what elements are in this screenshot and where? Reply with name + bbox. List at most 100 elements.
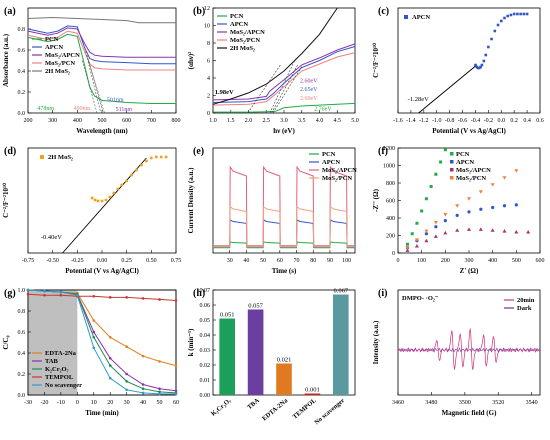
tangent-line	[88, 60, 105, 114]
data-point	[174, 299, 178, 302]
bar	[332, 294, 349, 395]
data-point	[433, 234, 438, 238]
x-tick-label: 0.2	[510, 118, 518, 124]
data-point	[158, 387, 161, 391]
x-tick-label: 0	[76, 400, 79, 406]
data-point	[96, 199, 100, 203]
annotation: -1.28eV	[408, 96, 429, 103]
x-tick-label: 20	[107, 400, 113, 406]
plot-frame	[397, 7, 541, 114]
data-point	[526, 230, 531, 234]
x-tick-label: 300	[465, 258, 474, 264]
x-tick-label: 0.6	[536, 118, 544, 124]
x-tick-label: 70	[294, 258, 300, 264]
legend-entry: APCN	[230, 21, 248, 28]
x-tick-label: 30	[124, 400, 130, 406]
panel-letter: (b)	[193, 6, 205, 17]
data-point	[43, 289, 46, 293]
data-point	[59, 290, 63, 294]
y-tick-label: 10	[204, 24, 210, 30]
series-line	[27, 16, 176, 24]
series-line	[27, 293, 177, 301]
data-point	[125, 372, 128, 376]
data-point	[499, 19, 503, 23]
x-tick-label: 80	[310, 258, 316, 264]
series-line	[213, 165, 355, 247]
data-point	[490, 37, 493, 41]
legend-entry: PCN	[322, 151, 336, 158]
series-line	[397, 328, 541, 371]
data-point	[141, 354, 145, 358]
panel-2: (c) Potential (V vs Ag/AgCl) C⁻²/F⁻²10¹⁰ -1…	[372, 6, 544, 135]
x-tick-label: 0.75	[171, 258, 182, 264]
legend-entry: TAB	[45, 358, 59, 365]
annotation: 1.98eV	[215, 89, 234, 96]
legend-entry: PCN	[456, 151, 470, 158]
plot-frame	[397, 289, 541, 396]
legend-entry: MoS₂/APCN	[45, 52, 80, 59]
data-point	[405, 242, 409, 246]
y-tick-label: 0.6	[18, 48, 26, 54]
data-point	[503, 16, 506, 20]
y-tick-label: 0.0	[18, 111, 26, 117]
data-point	[509, 13, 513, 17]
x-tick-label: 90	[327, 258, 333, 264]
annotation: 501nm	[107, 97, 124, 103]
bar	[219, 318, 236, 395]
x-tick-label: -0.2	[484, 118, 494, 124]
data-point	[92, 346, 96, 350]
y-axis-label: (αhν)²	[187, 52, 195, 70]
y-axis-label: Absorbance (a.u.)	[2, 33, 10, 87]
x-tick-label: 500	[512, 258, 521, 264]
data-point	[159, 155, 163, 159]
panel-4: (e) Time (s) Current Density (a.u.) 30 40 50 6…	[187, 146, 357, 275]
panel-letter: (i)	[378, 288, 387, 299]
y-axis-label: C⁻²/F⁻²10¹⁰	[372, 43, 380, 78]
data-point	[443, 148, 447, 152]
legend-entry: K₂Cr₂O₇	[45, 366, 69, 373]
y-axis-label: Intensity (a.u.)	[372, 320, 380, 364]
data-point	[424, 197, 428, 201]
data-point	[92, 330, 96, 334]
data-point	[405, 246, 410, 250]
data-point	[125, 380, 128, 383]
series-line	[212, 43, 356, 101]
x-tick-label: 0.50	[146, 258, 157, 264]
data-point	[43, 293, 46, 297]
data-point	[158, 298, 161, 301]
y-tick-label: 0	[392, 251, 395, 257]
annotation: 478nm	[37, 106, 54, 112]
x-axis-label: Wavelength (nm)	[76, 127, 128, 135]
legend-entry: TEMPOL	[45, 374, 74, 381]
series-line	[397, 347, 540, 353]
bar-value-label: 0.057	[248, 303, 263, 310]
x-tick-label: 500	[98, 118, 107, 124]
data-point	[424, 238, 429, 243]
y-tick-label: 0.07	[200, 288, 211, 294]
x-tick-label: 4.5	[334, 118, 342, 124]
legend-swatch	[404, 15, 408, 19]
y-axis-label: k (min⁻¹)	[187, 328, 195, 356]
x-tick-label: -0.4	[471, 118, 481, 124]
data-point	[164, 155, 168, 159]
data-point	[525, 12, 529, 16]
x-tick-label: 0.0	[498, 118, 506, 124]
data-point	[424, 229, 429, 234]
y-tick-label: 0.4	[18, 69, 26, 75]
x-tick-label: 30	[227, 258, 233, 264]
bar-value-label: 0.067	[333, 288, 348, 295]
tangent-line	[84, 47, 102, 114]
y-tick-label: 0.4	[18, 351, 26, 357]
series-line	[213, 102, 356, 113]
data-point	[405, 248, 410, 252]
x-tick-label: 400	[73, 118, 82, 124]
x-tick-label: -0.50	[46, 258, 59, 264]
x-tick-label: 50	[260, 258, 266, 264]
series-line	[27, 30, 176, 71]
data-point	[490, 228, 495, 232]
y-tick-label: 1200	[383, 146, 395, 152]
series-line	[27, 33, 176, 104]
legend-entry: APCN	[322, 159, 340, 166]
category-label: TBA	[246, 397, 261, 411]
data-point	[514, 203, 518, 207]
